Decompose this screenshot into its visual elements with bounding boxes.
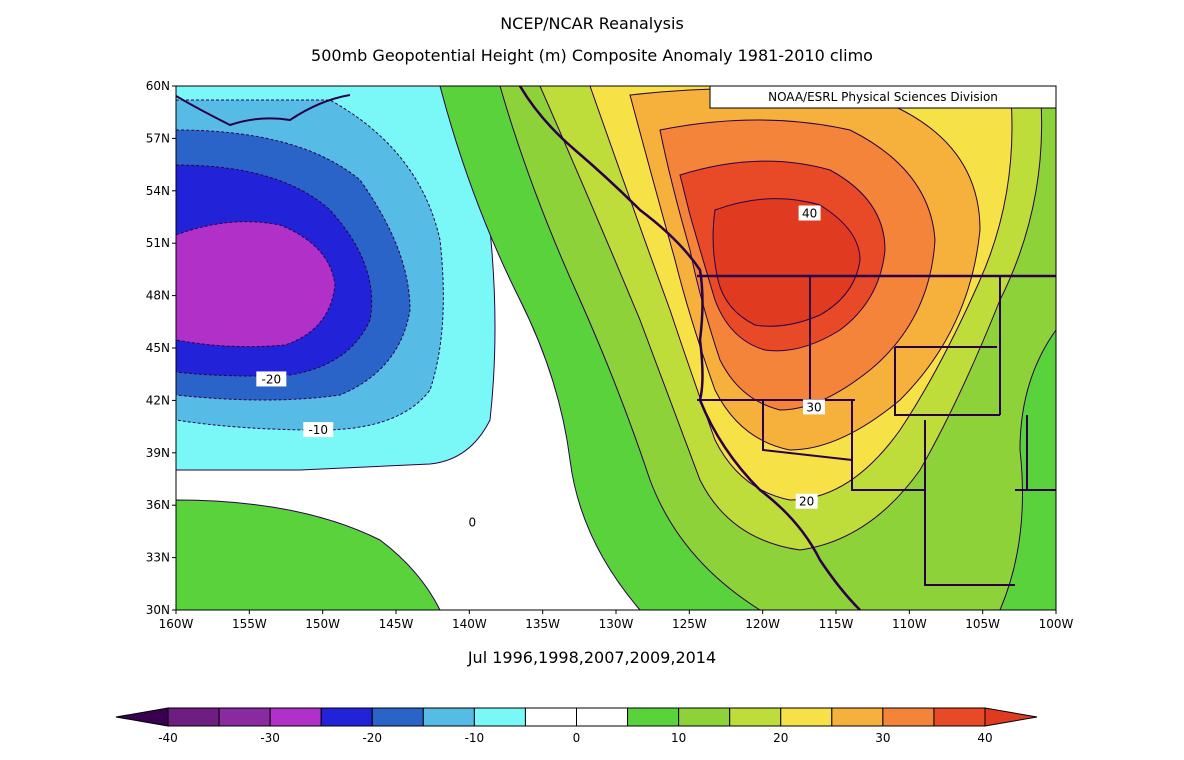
band-neg-25 bbox=[176, 221, 336, 348]
colorbar-swatch bbox=[627, 707, 680, 727]
lat-label: 51N bbox=[146, 236, 170, 250]
colorbar-label: -20 bbox=[362, 731, 382, 745]
band-pos-5-sw bbox=[176, 499, 441, 610]
colorbar-arrow-low bbox=[115, 707, 169, 727]
contour-label-bg bbox=[803, 399, 825, 415]
lon-label: 140W bbox=[452, 617, 487, 631]
band-pos-40 bbox=[712, 198, 861, 327]
lon-label: 110W bbox=[892, 617, 927, 631]
colorbar-swatch bbox=[729, 707, 782, 727]
contour-label-bg bbox=[465, 514, 480, 530]
contour-label-bg bbox=[798, 205, 821, 221]
composite-dates: Jul 1996,1998,2007,2009,2014 bbox=[467, 648, 717, 667]
colorbar-label: -10 bbox=[465, 731, 485, 745]
lon-axis: 160W 155W 150W 145W 140W 135W 130W 125W 120W 115W… bbox=[159, 610, 1074, 631]
contour-labels: -20 -10 0 40 30 20 bbox=[256, 205, 825, 530]
coastline bbox=[518, 86, 861, 610]
colorbar-label: 10 bbox=[671, 731, 686, 745]
lat-label: 48N bbox=[146, 289, 170, 303]
colorbar-swatch bbox=[678, 707, 731, 727]
contour-label: 0 bbox=[468, 516, 476, 530]
colorbar-swatch bbox=[218, 707, 271, 727]
colorbar-tick-labels: -40 -30 -20 -10 0 10 20 30 40 bbox=[158, 731, 992, 745]
lon-label: 115W bbox=[819, 617, 854, 631]
colorbar-swatch bbox=[422, 707, 475, 727]
colorbar-swatch bbox=[371, 707, 424, 727]
colorbar-swatch bbox=[167, 707, 220, 727]
lon-label: 120W bbox=[745, 617, 780, 631]
chart-title: NCEP/NCAR Reanalysis bbox=[500, 14, 684, 33]
lon-label: 135W bbox=[525, 617, 560, 631]
colorbar-swatch bbox=[524, 707, 577, 727]
lat-label: 45N bbox=[146, 341, 170, 355]
lat-axis: 60N 57N 54N 51N 48N 45N 42N 39N 36N 33N 30N bbox=[146, 79, 176, 617]
colorbar-arrow-high bbox=[984, 707, 1038, 727]
lon-label: 145W bbox=[379, 617, 414, 631]
lat-label: 42N bbox=[146, 393, 170, 407]
colorbar-swatch bbox=[882, 707, 935, 727]
alaska-coast bbox=[176, 94, 351, 127]
colorbar bbox=[115, 707, 1038, 727]
contour-label: -10 bbox=[308, 423, 328, 437]
contour-label: 40 bbox=[802, 207, 817, 221]
colorbar-label: -40 bbox=[158, 731, 178, 745]
lat-label: 36N bbox=[146, 498, 170, 512]
lon-label: 155W bbox=[232, 617, 267, 631]
colorbar-label: 0 bbox=[573, 731, 581, 745]
contour-label-bg bbox=[303, 422, 334, 438]
lon-label: 160W bbox=[159, 617, 194, 631]
lon-label: 150W bbox=[305, 617, 340, 631]
colorbar-swatch bbox=[933, 707, 986, 727]
colorbar-swatch bbox=[473, 707, 526, 727]
lat-label: 60N bbox=[146, 79, 170, 93]
colorbar-swatch bbox=[269, 707, 322, 727]
anomaly-field bbox=[176, 86, 1056, 610]
lat-label: 39N bbox=[146, 446, 170, 460]
lon-label: 105W bbox=[965, 617, 1000, 631]
colorbar-swatch bbox=[831, 707, 884, 727]
state-borders bbox=[697, 276, 1056, 586]
credit-box bbox=[709, 85, 1057, 109]
lon-label: 100W bbox=[1039, 617, 1074, 631]
lon-label: 130W bbox=[599, 617, 634, 631]
lat-label: 57N bbox=[146, 131, 170, 145]
colorbar-swatch bbox=[576, 707, 629, 727]
contour-label: -20 bbox=[262, 372, 282, 386]
colorbar-label: 30 bbox=[875, 731, 890, 745]
contour-label: 20 bbox=[799, 495, 814, 509]
credit-text: NOAA/ESRL Physical Sciences Division bbox=[768, 90, 998, 104]
colorbar-swatch bbox=[320, 707, 373, 727]
colorbar-label: -30 bbox=[260, 731, 280, 745]
lat-label: 30N bbox=[146, 603, 170, 617]
chart-subtitle: 500mb Geopotential Height (m) Composite … bbox=[311, 46, 873, 65]
contour-label-bg bbox=[795, 493, 818, 509]
contour-label-bg bbox=[256, 371, 287, 387]
lon-label: 125W bbox=[672, 617, 707, 631]
colorbar-label: 40 bbox=[977, 731, 992, 745]
contour-label: 30 bbox=[806, 400, 821, 414]
colorbar-label: 20 bbox=[773, 731, 788, 745]
colorbar-swatch bbox=[780, 707, 833, 727]
lat-label: 54N bbox=[146, 184, 170, 198]
lat-label: 33N bbox=[146, 551, 170, 565]
